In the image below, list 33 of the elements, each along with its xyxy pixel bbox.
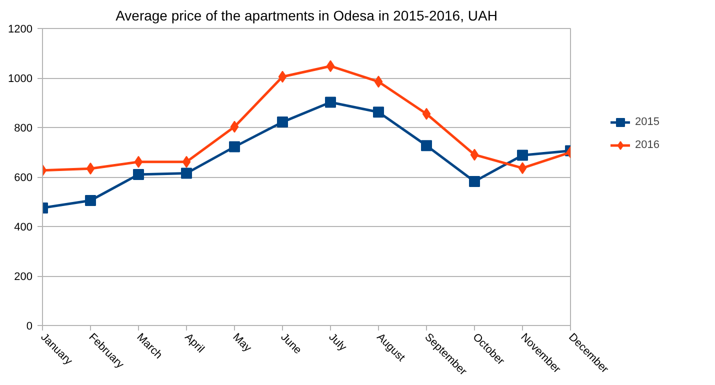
y-tick-label: 400 xyxy=(14,222,33,234)
point xyxy=(470,148,479,161)
point xyxy=(277,116,288,128)
point xyxy=(326,60,335,72)
y-tick-label: 200 xyxy=(14,271,33,283)
point xyxy=(182,156,191,168)
y-tick-label: 1200 xyxy=(8,24,33,36)
x-tick-label: April xyxy=(182,331,206,356)
point xyxy=(230,120,239,133)
point xyxy=(229,141,240,152)
legend-label: 2015 xyxy=(635,116,660,128)
point xyxy=(517,150,528,161)
point xyxy=(133,169,144,180)
chart-title: Average price of the apartments in Odesa in 2015-2016, UAH xyxy=(116,8,498,24)
point xyxy=(325,96,336,108)
legend-label: 2016 xyxy=(635,139,660,151)
y-tick-label: 600 xyxy=(14,172,33,184)
point xyxy=(134,156,143,168)
point xyxy=(422,108,431,120)
point xyxy=(518,162,527,174)
y-tick-label: 0 xyxy=(26,320,33,332)
point xyxy=(421,140,432,152)
point xyxy=(374,76,383,88)
x-tick-label: May xyxy=(230,331,254,355)
x-tick-label: July xyxy=(326,331,349,354)
point xyxy=(373,106,384,118)
point xyxy=(469,176,480,187)
point xyxy=(278,70,287,83)
y-tick-label: 800 xyxy=(14,122,33,134)
point xyxy=(86,162,95,175)
point xyxy=(85,195,96,206)
point xyxy=(181,168,192,179)
y-tick-label: 1000 xyxy=(8,73,33,85)
